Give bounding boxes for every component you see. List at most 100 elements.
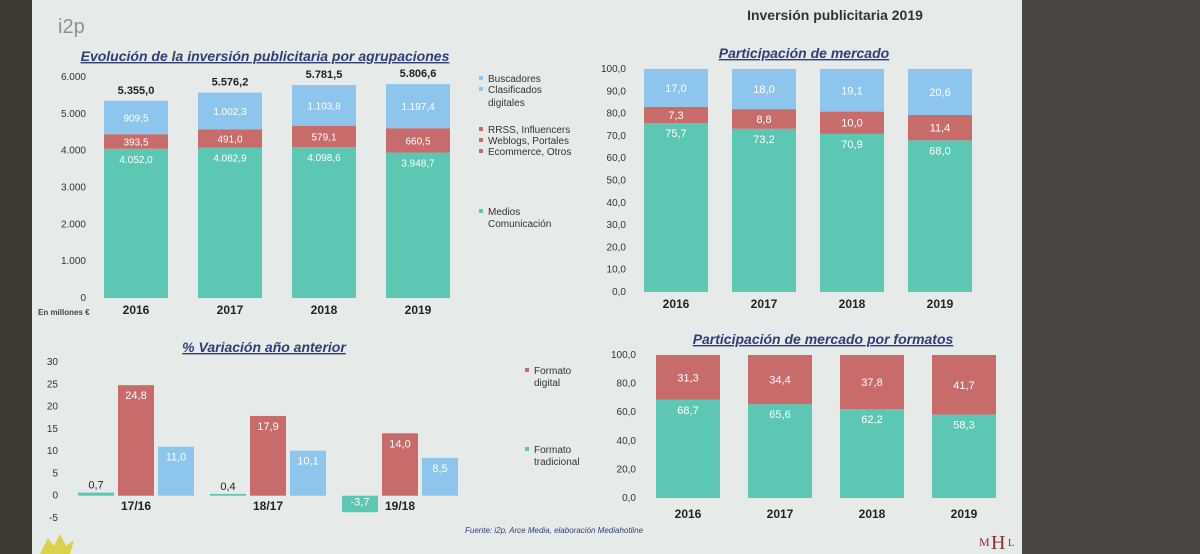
- chart-title-variacion: % Variación año anterior: [182, 339, 347, 355]
- chart-evolucion-total-2016: 5.355,0: [118, 85, 155, 97]
- chart-evolucion-bar-2016-1: [104, 134, 168, 149]
- chart-evolucion-label-2018-1: 579,1: [311, 132, 336, 143]
- side-wall: [1022, 0, 1200, 554]
- chart-variacion-label-17/16-2: 11,0: [166, 452, 187, 464]
- chart-variacion-ytick-7: 30: [47, 357, 59, 368]
- chart-formatos-label-2019-0: 58,3: [953, 420, 974, 432]
- chart-evolucion: 0 1.000 2.000 3.000 4.000 5.000 6.000 4.052,0 39…: [61, 68, 450, 317]
- chart-variacion-label-18/17-1: 17,9: [257, 421, 278, 433]
- chart-evolucion-xtick-2017: 2017: [217, 303, 244, 317]
- chart-evolucion-bar-2019-2: [386, 84, 450, 129]
- chart-participacion-ytick-5: 50,0: [607, 176, 627, 187]
- chart-formatos-bar-2017-0: [748, 404, 812, 498]
- legend-evolucion-swatch-0: [479, 76, 483, 80]
- chart-evolucion-ytick-2: 2.000: [61, 219, 86, 230]
- chart-evolucion-label-2017-1: 491,0: [217, 135, 242, 146]
- chart-participacion-ytick-4: 40,0: [607, 198, 627, 209]
- legend-evolucion-swatch-3: [479, 127, 483, 131]
- chart-participacion-ytick-3: 30,0: [607, 220, 627, 231]
- chart-formatos-ytick-0: 0,0: [622, 493, 636, 504]
- chart-formatos-xtick-2017: 2017: [767, 507, 794, 521]
- chart-evolucion-ytick-6: 6.000: [61, 72, 86, 83]
- chart-variacion-bar-18/17-1: [250, 415, 286, 496]
- chart-participacion-ytick-9: 90,0: [607, 86, 627, 97]
- chart-evolucion-bar-2018-1: [292, 125, 356, 148]
- chart-participacion-label-2019-2: 20,6: [929, 87, 950, 99]
- chart-variacion-bar-17/16-2: [158, 446, 194, 496]
- chart-evolucion-ytick-0: 0: [80, 293, 86, 304]
- chart-participacion-label-2016-0: 75,7: [665, 128, 686, 140]
- chart-participacion: 0,0 10,0 20,0 30,0 40,0 50,0 60,0 70,0 80,0 90,0 1…: [601, 64, 972, 311]
- chart-variacion-xtick-18/17: 18/17: [253, 499, 283, 513]
- legend-evolucion-item-1: Clasificados: [488, 85, 542, 96]
- legend-formatos-swatch-0: [525, 368, 529, 372]
- chart-variacion-ytick-2: 5: [52, 468, 58, 479]
- chart-evolucion-label-2016-2: 909,5: [123, 114, 148, 125]
- chart-variacion-ytick-3: 10: [47, 446, 59, 457]
- chart-evolucion-label-2016-0: 4.052,0: [119, 155, 153, 166]
- chart-evolucion-bar-2018-2: [292, 85, 356, 126]
- mhl-logo: M H L: [975, 528, 1017, 554]
- chart-variacion-xtick-17/16: 17/16: [121, 499, 151, 513]
- chart-participacion-bar-2018-0: [820, 133, 884, 292]
- chart-participacion-label-2016-2: 17,0: [665, 83, 686, 95]
- chart-variacion-bar-18/17-2: [290, 450, 326, 496]
- chart-formatos-label-2017-0: 65,6: [769, 409, 790, 421]
- chart-variacion-ytick-1: 0: [52, 491, 58, 502]
- chart-evolucion-xtick-2018: 2018: [311, 303, 338, 317]
- chart-variacion: -5 0 5 10 15 20 25 30 0,7 24,8 11,0 17/16 0,4 17,9 10,…: [47, 357, 458, 524]
- chart-variacion-ytick-0: -5: [49, 513, 58, 524]
- svg-text:M: M: [979, 535, 990, 549]
- chart-formatos-label-2017-1: 34,4: [769, 375, 790, 387]
- chart-evolucion-label-2016-1: 393,5: [123, 138, 148, 149]
- svg-text:H: H: [991, 532, 1005, 554]
- chart-formatos-bar-2016-0: [656, 399, 720, 498]
- chart-evolucion-bar-2017-1: [198, 129, 262, 148]
- chart-participacion-ytick-7: 70,0: [607, 131, 627, 142]
- legend-evolucion-item-7: Comunicación: [488, 219, 551, 230]
- chart-formatos-bar-2018-1: [840, 355, 904, 410]
- chart-formatos: 0,0 20,0 40,0 60,0 80,0 100,0 68,7 31,3 2016 65,6…: [611, 350, 996, 521]
- chart-formatos-ytick-5: 100,0: [611, 350, 636, 361]
- chart-participacion-xtick-2017: 2017: [751, 297, 778, 311]
- chart-participacion-label-2018-0: 70,9: [841, 139, 862, 151]
- chart-formatos-xtick-2018: 2018: [859, 507, 886, 521]
- chart-variacion-bar-19/18-0: [342, 495, 378, 513]
- legend-evolucion-swatch-1: [479, 87, 483, 91]
- chart-evolucion-label-2017-2: 1.002,3: [213, 107, 247, 118]
- legend-evolucion-swatch-5: [479, 149, 483, 153]
- chart-evolucion-total-2019: 5.806,6: [400, 68, 437, 80]
- leaf-icon: [40, 534, 74, 554]
- chart-variacion-label-19/18-2: 8,5: [432, 463, 447, 475]
- chart-formatos-label-2016-1: 31,3: [677, 372, 698, 384]
- chart-participacion-bar-2018-2: [820, 69, 884, 112]
- chart-formatos-bar-2016-1: [656, 355, 720, 400]
- chart-participacion-bar-2017-1: [732, 109, 796, 129]
- chart-title-formatos: Participación de mercado por formatos: [693, 331, 954, 347]
- chart-participacion-bar-2016-1: [644, 106, 708, 124]
- chart-formatos-bar-2019-0: [932, 414, 996, 498]
- chart-evolucion-bar-2016-0: [104, 148, 168, 298]
- chart-participacion-ytick-1: 10,0: [607, 265, 627, 276]
- chart-variacion-ytick-6: 25: [47, 379, 59, 390]
- legend-evolucion-item-0: Buscadores: [488, 74, 541, 85]
- chart-variacion-label-18/17-0: 0,4: [220, 481, 235, 493]
- legend-formatos-item-0: Formato: [534, 366, 572, 377]
- chart-formatos-bar-2017-1: [748, 355, 812, 405]
- chart-participacion-label-2019-1: 11,4: [930, 123, 951, 135]
- chart-evolucion-bar-2019-1: [386, 128, 450, 153]
- legend-formatos-item-3: tradicional: [534, 457, 580, 468]
- chart-variacion-bar-19/18-2: [422, 457, 458, 496]
- chart-participacion-ytick-10: 100,0: [601, 64, 626, 75]
- chart-participacion-bar-2017-2: [732, 69, 796, 110]
- chart-formatos-xtick-2016: 2016: [675, 507, 702, 521]
- chart-evolucion-bar-2017-2: [198, 92, 262, 130]
- chart-evolucion-label-2018-0: 4.098,6: [307, 153, 341, 164]
- legend-formatos-item-2: Formato: [534, 445, 572, 456]
- chart-evolucion-ytick-3: 3.000: [61, 183, 86, 194]
- legend-formatos-swatch-2: [525, 447, 529, 451]
- svg-text:L: L: [1008, 538, 1014, 549]
- chart-evolucion-bar-2019-0: [386, 152, 450, 298]
- chart-evolucion-label-2019-0: 3.948,7: [401, 159, 435, 170]
- chart-participacion-bar-2016-0: [644, 123, 708, 293]
